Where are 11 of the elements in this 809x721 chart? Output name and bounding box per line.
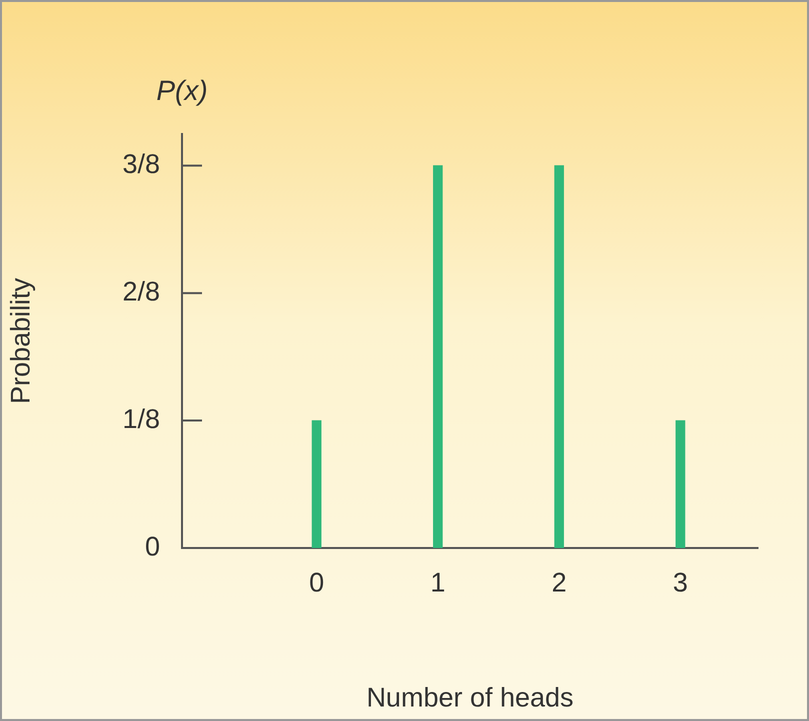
y-axis-title: Probability [6,277,36,404]
y-tick-label: 3/8 [122,149,160,180]
x-tick-label: 3 [672,568,688,598]
x-tick-label: 0 [309,568,324,598]
y-tick-label: 1/8 [122,404,160,434]
x-tick-label: 2 [552,568,567,598]
text: P(x) [156,74,208,106]
y-tick-label: 2/8 [122,276,160,307]
x-axis-title: Number of heads [366,682,574,712]
x-tick-label: 1 [430,568,446,598]
y-tick-label: 0 [144,531,160,562]
